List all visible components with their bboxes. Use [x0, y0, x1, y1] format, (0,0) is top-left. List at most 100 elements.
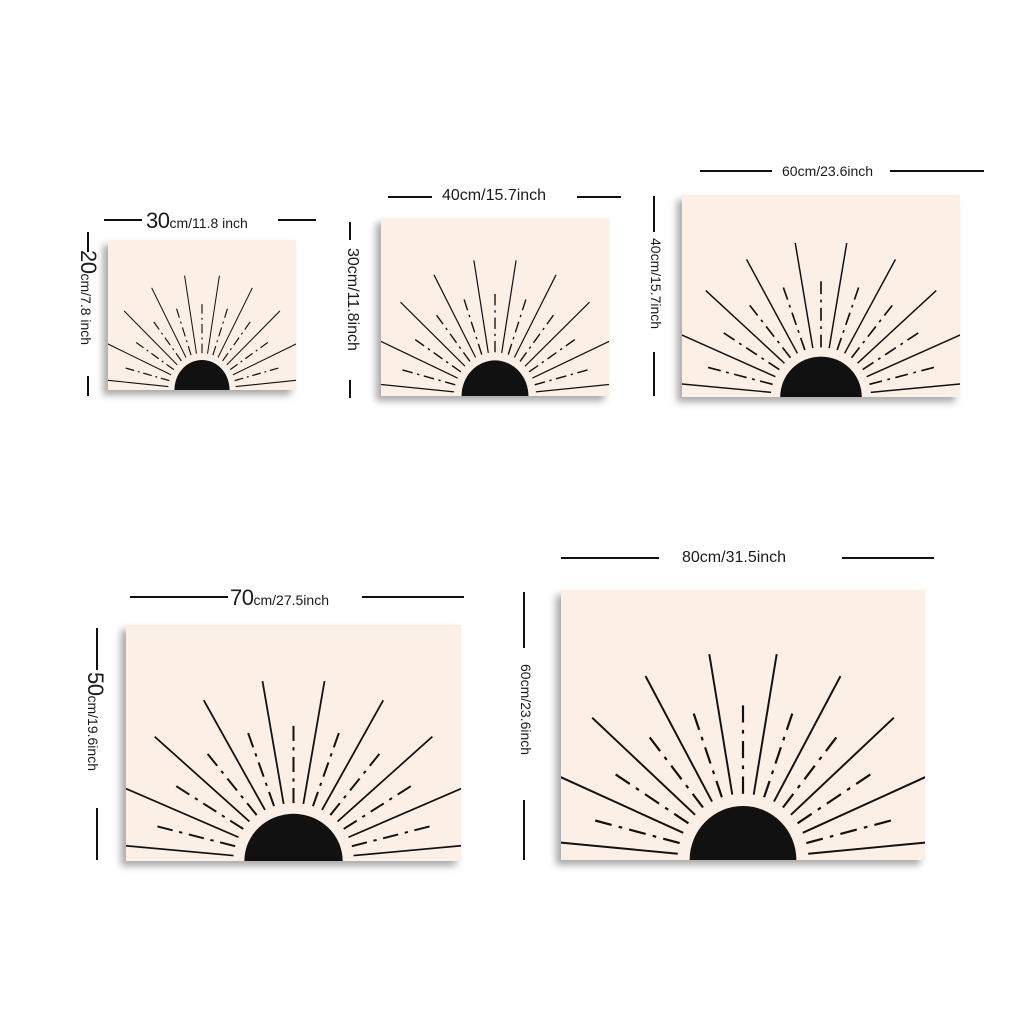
sun-artwork: [561, 590, 925, 860]
canvas-print-30x20: [108, 240, 296, 390]
sun-ray-solid: [353, 844, 461, 857]
width-dimension-line: [890, 170, 984, 172]
width-dimension-line: [130, 596, 228, 598]
canvas-print-60x40: [682, 195, 960, 397]
canvas-print-70x50: [126, 625, 461, 861]
sun-ray-solid: [561, 841, 678, 855]
sun-ray-solid: [203, 699, 266, 811]
sun-ray-dashed: [412, 337, 462, 373]
sun-ray-dashed: [329, 749, 383, 816]
sun-ray-dashed: [222, 319, 253, 362]
height-dimension-line: [87, 376, 89, 396]
sun-ray-solid: [870, 383, 960, 394]
width-dimension-line: [700, 170, 772, 172]
sun-ray-dashed: [611, 770, 690, 825]
width-dimension-line: [561, 557, 659, 559]
height-dimension-line: [653, 196, 655, 232]
sun-ray-solid: [532, 340, 609, 379]
sun-ray-solid: [433, 274, 477, 358]
sun-ray-dashed: [781, 283, 806, 351]
width-label-40cm: 40cm/15.7inch: [442, 187, 547, 204]
sun-ray-solid: [184, 275, 197, 354]
sun-ray-solid: [682, 383, 772, 394]
height-dimension-line: [523, 592, 525, 648]
height-dimension-line: [653, 352, 655, 396]
sun-ray-solid: [644, 675, 713, 803]
half-sun-shape: [461, 360, 529, 396]
sun-ray-dashed: [763, 708, 795, 798]
sun-ray-dashed: [704, 365, 773, 386]
sun-ray-solid: [752, 654, 778, 795]
height-dimension-line: [349, 380, 351, 398]
sun-ray-solid: [235, 379, 296, 388]
sun-ray-solid: [708, 654, 734, 795]
width-dimension-line: [104, 219, 142, 221]
sun-ray-dashed: [806, 818, 896, 845]
width-label-80cm: 80cm/31.5inch: [682, 549, 787, 566]
height-label-40cm: 40cm/15.7inch: [648, 238, 664, 330]
sun-ray-solid: [857, 290, 937, 364]
sun-ray-solid: [773, 675, 842, 803]
sun-ray-solid: [321, 699, 384, 811]
half-sun-shape: [689, 806, 797, 860]
sun-ray-dashed: [234, 366, 281, 382]
sun-ray-dashed: [862, 330, 922, 371]
sun-ray-dashed: [434, 312, 471, 362]
sun-ray-solid: [843, 259, 897, 354]
sun-artwork: [682, 195, 960, 397]
sun-ray-solid: [108, 379, 169, 388]
sun-ray-solid: [828, 242, 848, 349]
sun-ray-dashed: [175, 305, 192, 356]
half-sun-shape: [780, 356, 862, 397]
height-dimension-line: [349, 222, 351, 240]
sun-ray-dashed: [133, 340, 175, 371]
sun-ray-solid: [524, 301, 590, 367]
sun-ray-solid: [705, 290, 785, 364]
sun-ray-dashed: [528, 337, 578, 373]
height-dimension-line: [87, 232, 89, 252]
width-dimension-line: [362, 596, 464, 598]
sun-ray-dashed: [782, 732, 841, 809]
width-label-30cm: 30cm/11.8 inch: [146, 208, 248, 233]
sun-ray-solid: [381, 340, 458, 379]
half-sun-shape: [244, 813, 343, 861]
sun-ray-dashed: [152, 824, 236, 848]
sun-ray-dashed: [311, 728, 342, 807]
sun-ray-solid: [808, 841, 925, 855]
sun-ray-solid: [336, 736, 433, 823]
sun-ray-solid: [348, 787, 461, 839]
sun-ray-dashed: [212, 305, 229, 356]
width-label-70cm: 70cm/27.5inch: [230, 585, 329, 610]
height-dimension-line: [523, 800, 525, 860]
sun-artwork: [381, 218, 609, 396]
sun-ray-solid: [381, 383, 455, 393]
sun-ray-dashed: [172, 783, 244, 830]
sun-ray-dashed: [399, 368, 456, 386]
sun-ray-dashed: [123, 366, 170, 382]
sun-ray-solid: [207, 275, 220, 354]
sun-ray-dashed: [534, 368, 591, 386]
sun-ray-solid: [535, 383, 609, 393]
width-dimension-line: [842, 557, 934, 559]
sun-ray-dashed: [746, 301, 792, 359]
sun-ray-dashed: [343, 783, 415, 830]
sun-ray-solid: [217, 287, 253, 358]
sun-ray-solid: [123, 310, 178, 366]
height-dimension-line: [96, 808, 98, 860]
sun-ray-solid: [745, 259, 799, 354]
width-dimension-line: [278, 219, 316, 221]
sun-ray-dashed: [204, 749, 258, 816]
sun-ray-solid: [513, 274, 557, 358]
sun-ray-dashed: [850, 301, 896, 359]
sun-ray-solid: [108, 343, 172, 376]
sun-ray-dashed: [229, 340, 271, 371]
sun-ray-dashed: [720, 330, 780, 371]
sun-ray-dashed: [645, 732, 704, 809]
sun-ray-solid: [126, 787, 239, 839]
sun-artwork: [108, 240, 296, 390]
sun-ray-solid: [501, 260, 517, 354]
height-label-50cm: 50cm/19.6inch: [83, 672, 108, 771]
sun-ray-solid: [591, 716, 696, 816]
sun-artwork: [126, 625, 461, 861]
half-sun-shape: [174, 360, 230, 390]
